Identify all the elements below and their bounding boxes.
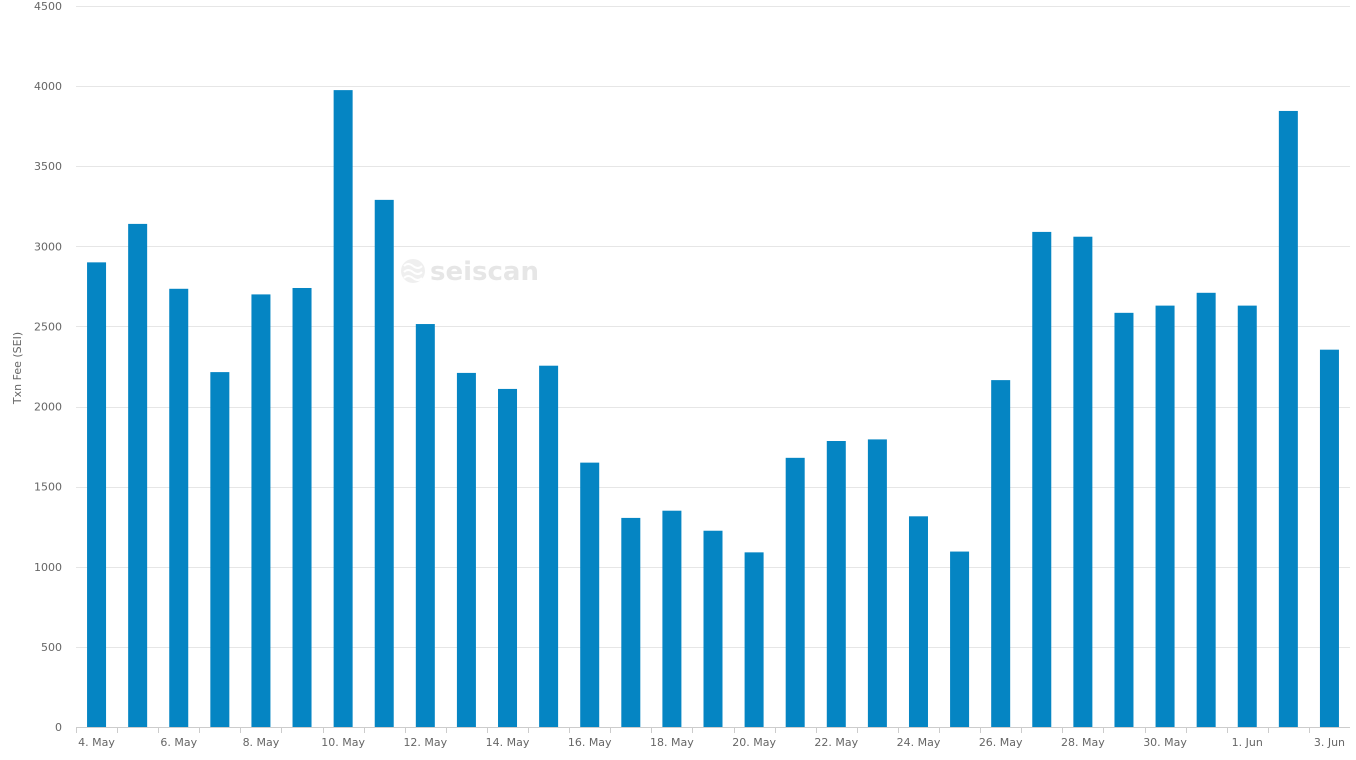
x-tick-label: 28. May — [1061, 736, 1105, 749]
bar[interactable] — [908, 516, 928, 727]
bar[interactable] — [292, 287, 312, 727]
bar[interactable] — [1237, 305, 1257, 727]
x-tick-label: 20. May — [732, 736, 776, 749]
bar[interactable] — [415, 324, 435, 727]
bar[interactable] — [1278, 110, 1298, 727]
x-tick-label: 6. May — [160, 736, 197, 749]
bar[interactable] — [374, 199, 394, 727]
bar[interactable] — [867, 439, 887, 727]
x-axis: 4. May 6. May 8. May 10. May 12. May 14. May 1… — [76, 727, 1345, 749]
y-tick-label: 1000 — [34, 561, 62, 574]
y-tick-label: 2000 — [34, 401, 62, 414]
bar[interactable] — [1032, 231, 1052, 727]
bar[interactable] — [1155, 305, 1175, 727]
bar[interactable] — [580, 462, 600, 727]
y-tick-label: 0 — [55, 721, 62, 734]
bar[interactable] — [826, 441, 846, 727]
x-tick-label: 30. May — [1143, 736, 1187, 749]
bar[interactable] — [1114, 312, 1134, 727]
bar[interactable] — [333, 90, 353, 728]
bar[interactable] — [662, 510, 682, 727]
bar[interactable] — [950, 551, 970, 727]
x-tick-label: 16. May — [568, 736, 612, 749]
x-tick-label: 4. May — [78, 736, 115, 749]
bar[interactable] — [1196, 292, 1216, 727]
seiscan-watermark: seiscan — [401, 257, 539, 287]
bars — [87, 90, 1339, 728]
grid-lines — [76, 6, 1350, 728]
y-tick-label: 2500 — [34, 320, 62, 333]
y-axis: 0 500 1000 1500 2000 2500 3000 3500 4000 4500 — [34, 0, 62, 734]
x-tick-label: 18. May — [650, 736, 694, 749]
y-tick-label: 3000 — [34, 240, 62, 253]
x-tick-label: 22. May — [814, 736, 858, 749]
bar[interactable] — [1319, 349, 1339, 727]
y-tick-label: 3500 — [34, 160, 62, 173]
x-tick-label: 24. May — [897, 736, 941, 749]
bar[interactable] — [498, 388, 518, 727]
bar[interactable] — [1073, 236, 1093, 727]
x-tick-label: 1. Jun — [1232, 736, 1263, 749]
bar[interactable] — [785, 457, 805, 727]
bar[interactable] — [539, 365, 559, 727]
bar[interactable] — [169, 288, 189, 727]
x-tick-label: 10. May — [321, 736, 365, 749]
seiscan-logo-icon — [401, 259, 425, 283]
y-tick-label: 4500 — [34, 0, 62, 13]
bar[interactable] — [128, 223, 148, 727]
y-tick-label: 4000 — [34, 80, 62, 93]
watermark-text: seiscan — [430, 257, 539, 287]
y-tick-label: 1500 — [34, 481, 62, 494]
x-tick-label: 8. May — [243, 736, 280, 749]
bar[interactable] — [210, 372, 230, 727]
x-tick-label: 12. May — [403, 736, 447, 749]
y-tick-label: 500 — [41, 641, 62, 654]
x-tick-label: 26. May — [979, 736, 1023, 749]
y-axis-title: Txn Fee (SEI) — [11, 332, 24, 405]
bar[interactable] — [703, 530, 723, 727]
bar[interactable] — [456, 372, 476, 727]
bar[interactable] — [621, 517, 641, 727]
x-tick-label: 14. May — [486, 736, 530, 749]
bar[interactable] — [991, 380, 1011, 727]
bar[interactable] — [251, 294, 271, 727]
x-tick-label: 3. Jun — [1314, 736, 1345, 749]
bar[interactable] — [87, 262, 107, 727]
bar[interactable] — [744, 552, 764, 727]
